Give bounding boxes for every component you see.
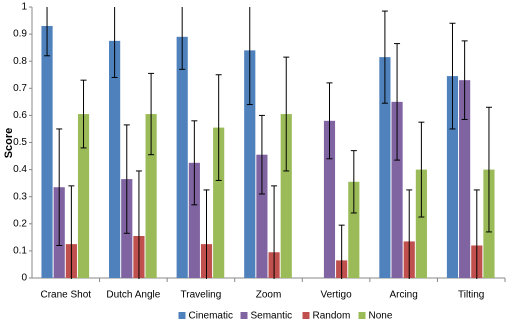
y-tick-label: 0.8 (13, 56, 27, 67)
x-tick-label: Arcing (389, 290, 417, 301)
bar (379, 57, 391, 279)
x-tick-label: Vertigo (321, 290, 353, 301)
bar (348, 181, 360, 278)
error-bar (381, 10, 388, 104)
bar (109, 40, 121, 278)
legend-swatch (178, 312, 186, 319)
legend-swatch (302, 312, 310, 319)
legend-label: None (369, 311, 393, 320)
error-bar (394, 43, 401, 161)
bar (77, 114, 90, 278)
error-bar (135, 170, 142, 279)
y-tick-label: 0.1 (13, 246, 27, 257)
bar (256, 154, 268, 278)
error-bar (191, 120, 198, 206)
bar (176, 36, 188, 279)
plot-area (41, 7, 495, 279)
error-bar (461, 40, 468, 120)
error-bar (473, 189, 480, 279)
y-tick-label: 0.3 (13, 191, 27, 202)
error-bar (44, 7, 51, 57)
y-tick-label: 0 (21, 273, 27, 284)
x-tick-label: Traveling (181, 290, 222, 301)
error-bar (258, 114, 265, 195)
legend-label: Semantic (251, 311, 293, 320)
bar (244, 50, 256, 278)
bar (323, 120, 336, 278)
y-axis-label: Score (3, 128, 15, 159)
y-tick-label: 0.7 (13, 83, 27, 94)
error-bar (418, 121, 425, 218)
bar (459, 80, 471, 278)
error-bar (283, 56, 290, 172)
error-bar (68, 185, 75, 279)
error-bar (179, 7, 186, 70)
bar (41, 25, 53, 278)
error-bar (449, 22, 456, 130)
error-bar (326, 82, 333, 160)
error-bar (148, 72, 155, 156)
y-tick-label: 0.5 (13, 137, 27, 148)
error-bar (338, 224, 345, 279)
legend-swatch (358, 312, 366, 319)
error-bar (350, 150, 357, 214)
error-bar (111, 7, 118, 78)
y-tick-label: 0.2 (13, 218, 27, 229)
error-bar (271, 185, 278, 279)
error-bar (406, 189, 413, 279)
legend-swatch (240, 312, 248, 319)
x-tick-label: Tilting (458, 290, 484, 301)
y-tick-label: 0.9 (13, 29, 27, 40)
error-bar (485, 106, 492, 233)
error-bar (123, 124, 130, 234)
error-bar (246, 7, 253, 106)
error-bar (80, 79, 87, 149)
y-tick-label: 1 (21, 2, 27, 13)
bar (145, 114, 157, 278)
x-tick-label: Dutch Angle (106, 290, 160, 301)
bar (415, 169, 427, 278)
bar (213, 127, 225, 278)
x-tick-label: Crane Shot (40, 290, 91, 301)
legend-label: Cinematic (189, 311, 233, 320)
error-bar (56, 128, 63, 246)
bar (446, 76, 459, 278)
bar (280, 114, 292, 278)
y-tick-label: 0.4 (13, 164, 27, 175)
legend-label: Random (313, 311, 351, 320)
error-bar (215, 74, 222, 181)
y-tick-label: 0.6 (13, 110, 27, 121)
x-tick-label: Zoom (256, 290, 282, 301)
bar (188, 162, 200, 278)
error-bar (203, 189, 210, 279)
bar (391, 101, 403, 278)
